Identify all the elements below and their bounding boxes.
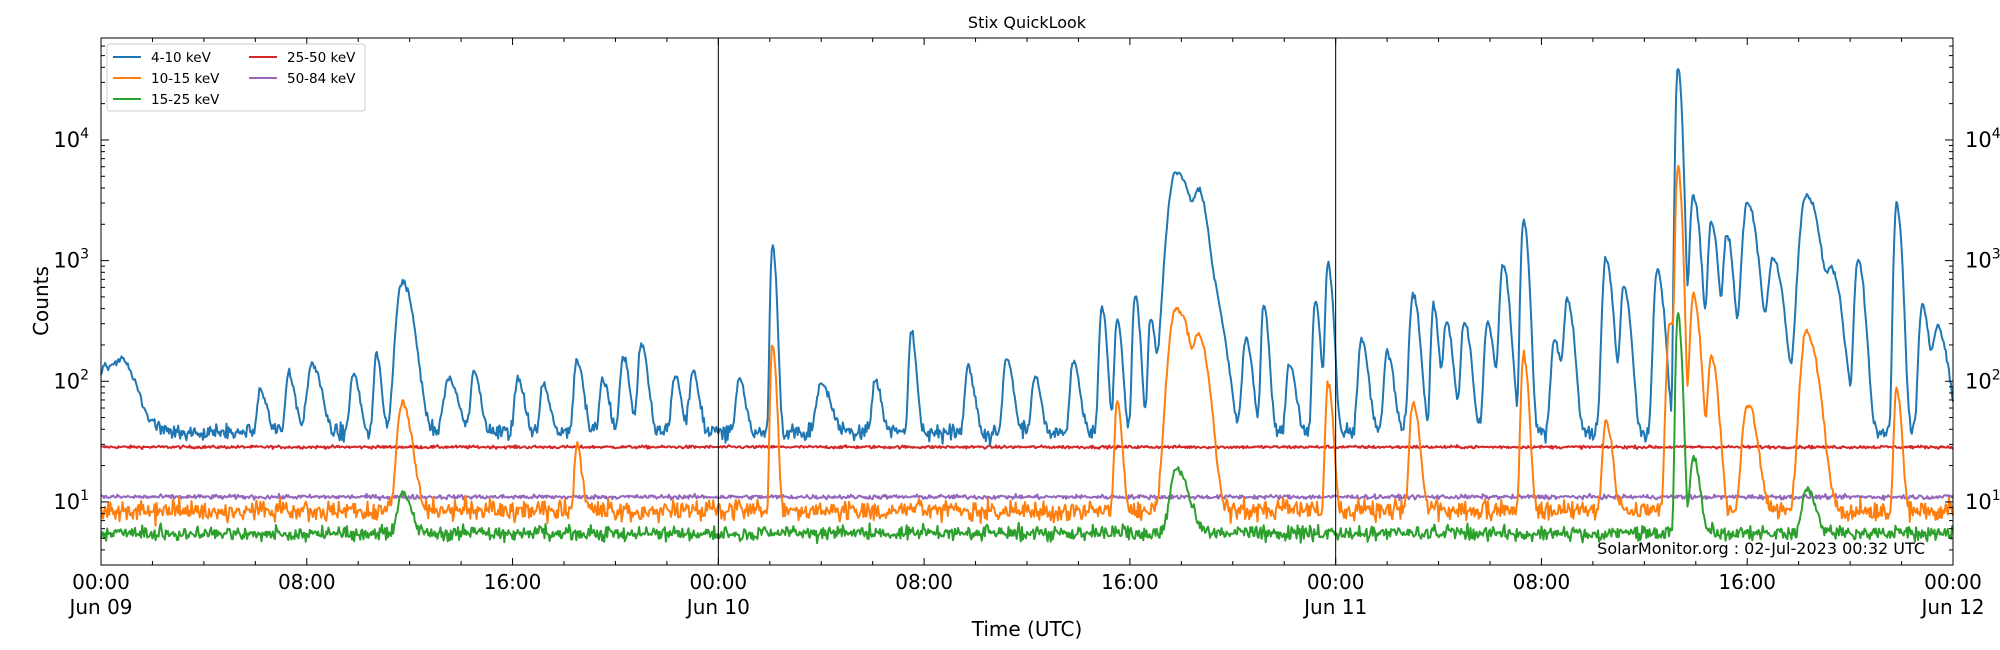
series-line-50-84-keV [100, 492, 1954, 502]
x-tick-date-label: Jun 10 [685, 595, 750, 619]
y-tick-label: 104 [53, 126, 89, 152]
y-tick-label: 102 [1965, 367, 2000, 393]
x-tick-date-label: Jun 12 [1919, 595, 1984, 619]
legend-label: 10-15 keV [151, 71, 220, 87]
x-tick-label: 16:00 [1718, 570, 1776, 594]
legend: 4-10 keV 10-15 keV 15-25 keV 25-50 keV 50-84… [106, 43, 366, 112]
y-tick-label: 102 [53, 367, 89, 393]
x-tick-date-label: Jun 11 [1302, 595, 1367, 619]
series-line-15-25-keV [100, 312, 1954, 545]
x-tick-label: 08:00 [1513, 570, 1571, 594]
day-separators [717, 38, 1337, 565]
legend-label: 50-84 keV [287, 71, 356, 87]
series-line-4-10-keV [100, 68, 1954, 447]
y-tick-label: 103 [1965, 247, 2000, 273]
x-tick-label: 16:00 [1101, 570, 1159, 594]
x-tick-label: 16:00 [484, 570, 542, 594]
x-tick-label: 00:00 [72, 570, 130, 594]
legend-box [106, 43, 366, 112]
annotation-timestamp: SolarMonitor.org : 02-Jul-2023 00:32 UTC [1597, 539, 1925, 558]
series-line-25-50-keV [100, 443, 1954, 450]
x-tick-date-label: Jun 09 [67, 595, 132, 619]
y-tick-label: 104 [1965, 126, 2000, 152]
y-tick-label: 103 [53, 247, 89, 273]
x-axis-label: Time (UTC) [971, 617, 1083, 641]
y-tick-label: 101 [53, 488, 89, 514]
legend-label: 4-10 keV [151, 50, 212, 66]
series-layer [100, 68, 1954, 545]
x-tick-label: 00:00 [1307, 570, 1365, 594]
y-axis-ticks: 101 101 102 102 103 103 104 104 [53, 37, 2000, 566]
legend-label: 15-25 keV [151, 92, 220, 108]
y-tick-label: 101 [1965, 488, 2000, 514]
chart-title: Stix QuickLook [968, 13, 1087, 32]
legend-label: 25-50 keV [287, 50, 356, 66]
x-tick-label: 00:00 [1924, 570, 1982, 594]
x-tick-label: 08:00 [278, 570, 336, 594]
series-line-10-15-keV [100, 164, 1954, 527]
x-tick-label: 08:00 [895, 570, 953, 594]
x-tick-label: 00:00 [690, 570, 748, 594]
y-axis-label: Counts [29, 266, 53, 336]
